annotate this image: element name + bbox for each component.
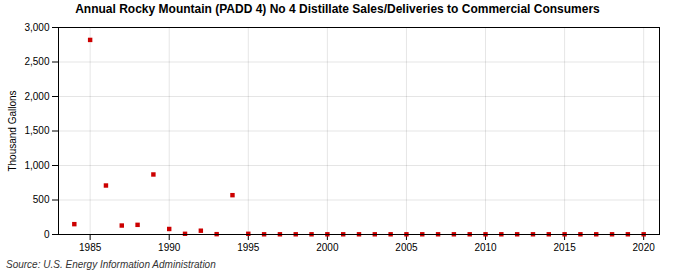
html-text:Annual Rocky Mountain (PADD 4): Annual Rocky Mountain (PADD 4) No 4 Dist…	[75, 2, 600, 16]
svg-text:500: 500	[33, 194, 50, 205]
svg-text:2020: 2020	[633, 242, 656, 253]
svg-text:1985: 1985	[79, 242, 102, 253]
svg-text:1990: 1990	[158, 242, 181, 253]
svg-text:1,000: 1,000	[24, 160, 49, 171]
svg-text:2015: 2015	[553, 242, 576, 253]
svg-text:0: 0	[44, 229, 50, 240]
svg-text:1995: 1995	[237, 242, 260, 253]
svg-text:2,500: 2,500	[24, 56, 49, 67]
html-text:Source: U.S. Energy Informatio: Source: U.S. Energy Information Administ…	[6, 259, 216, 270]
svg-text:2000: 2000	[316, 242, 339, 253]
svg-text:2005: 2005	[395, 242, 418, 253]
svg-text:2,000: 2,000	[24, 91, 49, 102]
svg-text:3,000: 3,000	[24, 22, 49, 33]
svg-text:Thousand Gallons: Thousand Gallons	[7, 90, 18, 171]
svg-text:1,500: 1,500	[24, 125, 49, 136]
svg-text:2010: 2010	[474, 242, 497, 253]
